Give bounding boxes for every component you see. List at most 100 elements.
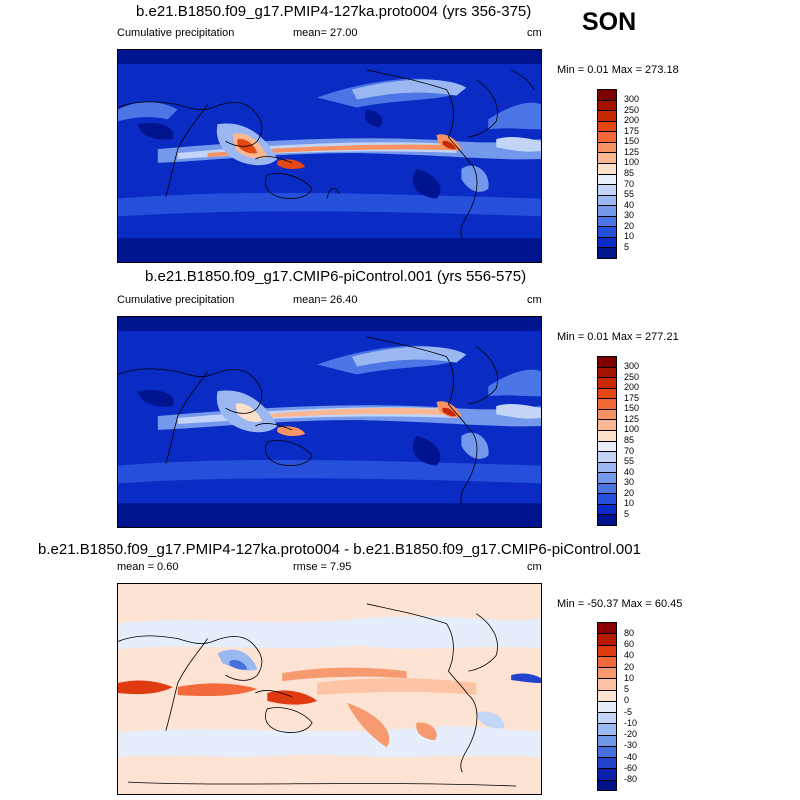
colorbar-box (597, 173, 617, 185)
colorbar-box (597, 633, 617, 646)
panel-1-mean-label: mean= 27.00 (293, 27, 358, 39)
panel-1-variable-label: Cumulative precipitation (117, 27, 235, 39)
panel-1-map-graphic (118, 50, 541, 262)
colorbar-tick-label: -40 (624, 751, 638, 762)
colorbar-box (597, 184, 617, 196)
colorbar-tick-label: 125 (624, 413, 640, 424)
colorbar-box (597, 678, 617, 691)
colorbar-tick-label: 10 (624, 498, 635, 509)
colorbar-box (597, 215, 617, 227)
colorbar-tick-label: 100 (624, 424, 640, 435)
colorbar-box (597, 194, 617, 206)
colorbar-box (597, 356, 617, 368)
colorbar-box (597, 723, 617, 736)
colorbar-box (597, 236, 617, 248)
colorbar-tick-label: 20 (624, 220, 635, 231)
panel-3-colorbar: 80 60 40 20 10 5 0 -5 -10 -20 -30 -40 -60 -80 (597, 622, 637, 792)
colorbar-tick-label: 175 (624, 392, 640, 403)
colorbar-tick-label: 125 (624, 146, 640, 157)
colorbar-tick-label: 10 (624, 672, 635, 683)
panel-3-difference-map (117, 583, 542, 795)
colorbar-box (597, 700, 617, 713)
colorbar-tick-label: 250 (624, 371, 640, 382)
colorbar-tick-label: 250 (624, 104, 640, 115)
panel-2-minmax-label: Min = 0.01 Max = 277.21 (557, 331, 679, 343)
colorbar-box (597, 408, 617, 420)
colorbar-tick-label: 55 (624, 189, 635, 200)
colorbar-tick-label: 5 (624, 684, 630, 695)
colorbar-box (597, 644, 617, 657)
colorbar-box (597, 99, 617, 111)
colorbar-box (597, 779, 617, 792)
colorbar-box (597, 247, 617, 259)
colorbar-box (597, 387, 617, 399)
colorbar-tick-label: 40 (624, 466, 635, 477)
colorbar-box (597, 440, 617, 452)
colorbar-box (597, 451, 617, 463)
season-label: SON (582, 8, 637, 36)
colorbar-tick-label: 30 (624, 210, 635, 221)
colorbar-box (597, 712, 617, 724)
colorbar-box (597, 226, 617, 238)
colorbar-tick-label: 85 (624, 435, 635, 445)
colorbar-tick-label: 20 (624, 661, 635, 672)
panel-2-mean-label: mean= 26.40 (293, 294, 358, 306)
colorbar-tick-label: 55 (624, 456, 635, 467)
colorbar-tick-label: 5 (624, 508, 630, 519)
colorbar-box (597, 514, 617, 526)
panel-2-title: b.e21.B1850.f09_g17.CMIP6-piControl.001 … (145, 268, 527, 285)
colorbar-tick-label: 200 (624, 115, 640, 126)
colorbar-box (597, 120, 617, 132)
colorbar-box (597, 745, 617, 758)
colorbar-box (597, 461, 617, 473)
colorbar-tick-label: 0 (624, 695, 630, 706)
panel-1-minmax-label: Min = 0.01 Max = 273.18 (557, 64, 679, 76)
colorbar-tick-label: 300 (624, 94, 640, 105)
panel-3-mean-label: mean = 0.60 (117, 561, 179, 573)
panel-3-rmse-label: rmse = 7.95 (293, 561, 352, 573)
colorbar-tick-label: 200 (624, 382, 640, 393)
colorbar-tick-label: -30 (624, 740, 638, 751)
colorbar-box (597, 757, 617, 769)
panel-3-units-label: cm (527, 561, 542, 573)
panel-1-precip-map (117, 49, 542, 263)
colorbar-box (597, 482, 617, 494)
colorbar-tick-label: 80 (624, 627, 635, 638)
colorbar-box (597, 493, 617, 505)
panel-2-variable-label: Cumulative precipitation (117, 294, 235, 306)
colorbar-tick-label: -80 (624, 774, 638, 785)
colorbar-tick-label: 10 (624, 231, 635, 242)
colorbar-box (597, 689, 617, 702)
panel-2-units-label: cm (527, 294, 542, 306)
colorbar-box (597, 734, 617, 747)
panel-3-minmax-label: Min = -50.37 Max = 60.45 (557, 598, 683, 610)
colorbar-tick-label: 85 (624, 168, 635, 178)
colorbar-box (597, 110, 617, 122)
colorbar-box (597, 429, 617, 441)
colorbar-box (597, 162, 617, 174)
colorbar-tick-label: -10 (624, 717, 638, 728)
panel-3-title: b.e21.B1850.f09_g17.PMIP4-127ka.proto004… (38, 541, 641, 558)
colorbar-box (597, 152, 617, 164)
colorbar-tick-label: 40 (624, 650, 635, 661)
colorbar-box (597, 89, 617, 101)
colorbar-tick-label: -20 (624, 729, 638, 740)
colorbar-box (597, 141, 617, 153)
colorbar-box (597, 503, 617, 515)
colorbar-tick-label: 70 (624, 178, 635, 189)
panel-1-units-label: cm (527, 27, 542, 39)
colorbar-tick-label: 70 (624, 445, 635, 456)
colorbar-box (597, 768, 617, 781)
colorbar-box (597, 377, 617, 389)
colorbar-box (597, 366, 617, 378)
colorbar-box (597, 472, 617, 484)
colorbar-box (597, 419, 617, 431)
colorbar-tick-label: 30 (624, 477, 635, 488)
colorbar-tick-label: 60 (624, 639, 635, 650)
panel-1-colorbar: 300 250 200 175 150 125 100 85 70 55 40 30 20 10 5 (597, 89, 639, 259)
panel-3-map-graphic (118, 584, 541, 794)
panel-2-colorbar: 300 250 200 175 150 125 100 85 70 55 40 30 20 10 5 (597, 356, 639, 526)
colorbar-tick-label: 175 (624, 125, 640, 136)
colorbar-box (597, 398, 617, 410)
colorbar-box (597, 655, 617, 668)
